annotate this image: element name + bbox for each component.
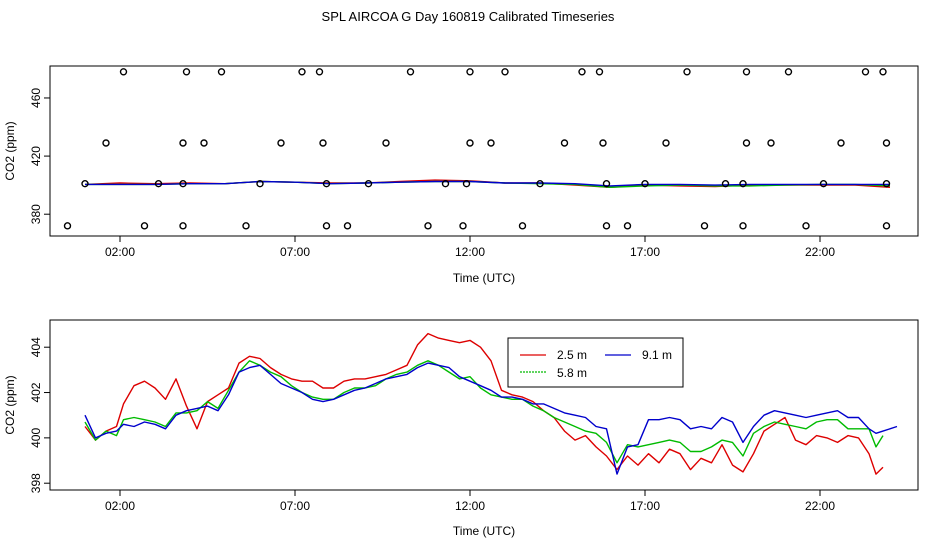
top-x-tick-label: 07:00 <box>280 245 310 259</box>
top-scatter-point <box>518 222 527 230</box>
top-scatter-point <box>602 222 611 230</box>
bottom-y-axis-label: CO2 (ppm) <box>3 375 17 434</box>
bottom-panel: 02:00 07:00 12:00 17:00 22:00 398 400 402 404 <box>29 332 898 513</box>
top-scatter-point <box>767 139 775 147</box>
top-scatter-point <box>578 68 586 76</box>
top-scatter-point <box>560 139 569 147</box>
top-scatter-point <box>501 68 509 76</box>
top-scatter-point <box>322 222 331 230</box>
top-scatter-point <box>683 68 691 76</box>
top-scatter-point <box>364 179 373 188</box>
top-scatter-point <box>102 139 110 147</box>
top-x-tick-label: 12:00 <box>455 245 485 259</box>
top-scatter-point <box>802 222 810 230</box>
bottom-y-tick-label: 400 <box>29 428 43 448</box>
bottom-series-line-2 <box>84 360 884 464</box>
top-scatter-point <box>742 139 751 147</box>
top-scatter-point <box>599 139 607 147</box>
top-scatter-point <box>63 222 72 230</box>
top-scatter-point <box>277 139 285 147</box>
legend-label-5-8m: 5.8 m <box>557 366 587 380</box>
top-scatter-point <box>595 68 604 76</box>
top-scatter-point <box>882 179 891 188</box>
top-scatter-point <box>739 222 747 230</box>
top-x-tick-label: 02:00 <box>105 245 135 259</box>
top-scatter-point <box>154 179 163 188</box>
top-scatter-point <box>242 222 250 230</box>
bottom-y-tick-label: 404 <box>29 337 43 357</box>
top-scatter-point <box>179 179 187 188</box>
top-scatter-point <box>641 179 649 188</box>
top-scatter-point <box>487 139 495 147</box>
top-scatter-point <box>119 68 128 76</box>
bottom-x-tick-label: 02:00 <box>105 499 135 513</box>
top-scatter-point <box>700 222 709 230</box>
bottom-x-tick-label: 12:00 <box>455 499 485 513</box>
top-y-tick-label: 380 <box>29 204 43 224</box>
top-scatter-point <box>742 68 751 76</box>
top-scatter-point <box>179 222 187 230</box>
top-scatter-point <box>315 68 324 76</box>
legend: 2.5 m 5.8 m 9.1 m <box>507 337 684 388</box>
top-scatter-point <box>623 222 632 230</box>
bottom-x-tick-label: 17:00 <box>630 499 660 513</box>
top-scatter-point <box>459 222 467 230</box>
bottom-x-axis-label: Time (UTC) <box>453 524 515 538</box>
top-scatter-point <box>200 139 208 147</box>
top-scatter-point <box>882 222 891 230</box>
top-scatter-point <box>441 179 450 188</box>
top-scatter-point <box>662 139 670 147</box>
top-scatter-point <box>819 179 828 188</box>
bottom-series-line-1 <box>84 332 884 475</box>
top-scatter-point <box>462 179 471 188</box>
bottom-plot-frame <box>49 319 919 491</box>
bottom-x-tick-label: 07:00 <box>280 499 310 513</box>
top-y-axis-label: CO2 (ppm) <box>3 121 17 180</box>
top-scatter-point <box>182 68 191 76</box>
top-scatter-point <box>256 179 264 188</box>
top-panel: 02:00 07:00 12:00 17:00 22:00 380 420 460 <box>29 68 891 259</box>
top-scatter-point <box>721 179 730 188</box>
top-x-axis-label: Time (UTC) <box>453 271 515 285</box>
top-scatter-point <box>343 222 352 230</box>
top-scatter-point <box>382 139 390 147</box>
top-scatter-point <box>882 139 891 147</box>
bottom-series-line-3 <box>84 362 898 475</box>
legend-label-9-1m: 9.1 m <box>642 348 672 362</box>
top-scatter-point <box>424 222 432 230</box>
top-x-tick-label: 17:00 <box>630 245 660 259</box>
legend-label-2-5m: 2.5 m <box>557 348 587 362</box>
top-series-line-3 <box>85 180 890 187</box>
top-scatter-point <box>140 222 149 230</box>
bottom-y-tick-label: 402 <box>29 382 43 402</box>
top-scatter-point <box>406 68 415 76</box>
top-scatter-point <box>536 179 544 188</box>
top-scatter-point <box>466 139 474 147</box>
top-x-tick-label: 22:00 <box>805 245 835 259</box>
top-scatter-point <box>879 68 887 76</box>
bottom-y-tick-label: 398 <box>29 473 43 493</box>
top-scatter-point <box>319 139 327 147</box>
top-scatter-point <box>298 68 306 76</box>
top-scatter-point <box>602 179 611 188</box>
top-scatter-point <box>179 139 187 147</box>
top-scatter-point <box>837 139 845 147</box>
top-scatter-point <box>861 68 870 76</box>
bottom-x-tick-label: 22:00 <box>805 499 835 513</box>
top-scatter-point <box>466 68 474 76</box>
chart-title: SPL AIRCOA G Day 160819 Calibrated Times… <box>321 9 615 24</box>
top-scatter-point <box>784 68 793 76</box>
top-y-tick-label: 420 <box>29 146 43 166</box>
top-plot-frame <box>49 65 919 237</box>
top-scatter-point <box>739 179 747 188</box>
top-y-tick-label: 460 <box>29 88 43 108</box>
top-scatter-point <box>322 179 331 188</box>
legend-box <box>507 337 684 388</box>
top-scatter-point <box>217 68 226 76</box>
top-scatter-point <box>81 179 89 188</box>
